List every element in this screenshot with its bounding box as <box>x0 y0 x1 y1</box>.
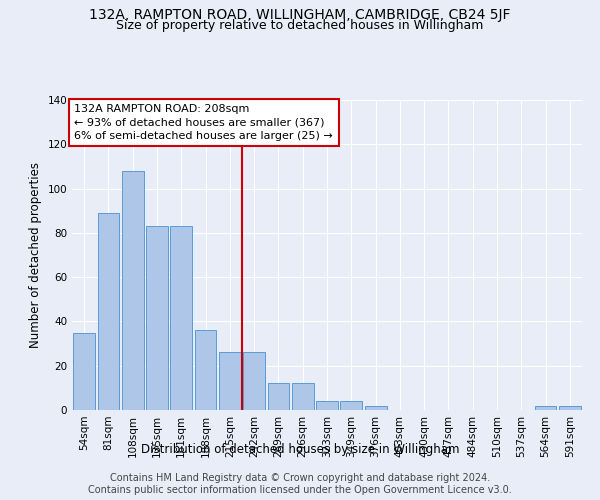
Text: 132A, RAMPTON ROAD, WILLINGHAM, CAMBRIDGE, CB24 5JF: 132A, RAMPTON ROAD, WILLINGHAM, CAMBRIDG… <box>89 8 511 22</box>
Bar <box>365 406 386 410</box>
Bar <box>340 401 362 410</box>
Text: Distribution of detached houses by size in Willingham: Distribution of detached houses by size … <box>141 442 459 456</box>
Bar <box>219 352 241 410</box>
Bar <box>194 330 217 410</box>
Text: Contains HM Land Registry data © Crown copyright and database right 2024.
Contai: Contains HM Land Registry data © Crown c… <box>88 474 512 495</box>
Bar <box>292 384 314 410</box>
Y-axis label: Number of detached properties: Number of detached properties <box>29 162 42 348</box>
Bar <box>146 226 168 410</box>
Bar <box>170 226 192 410</box>
Text: Size of property relative to detached houses in Willingham: Size of property relative to detached ho… <box>116 18 484 32</box>
Bar <box>243 352 265 410</box>
Bar <box>535 406 556 410</box>
Bar <box>122 171 143 410</box>
Bar <box>316 401 338 410</box>
Bar <box>268 384 289 410</box>
Bar <box>73 332 95 410</box>
Bar <box>559 406 581 410</box>
Bar <box>97 213 119 410</box>
Text: 132A RAMPTON ROAD: 208sqm
← 93% of detached houses are smaller (367)
6% of semi-: 132A RAMPTON ROAD: 208sqm ← 93% of detac… <box>74 104 333 141</box>
